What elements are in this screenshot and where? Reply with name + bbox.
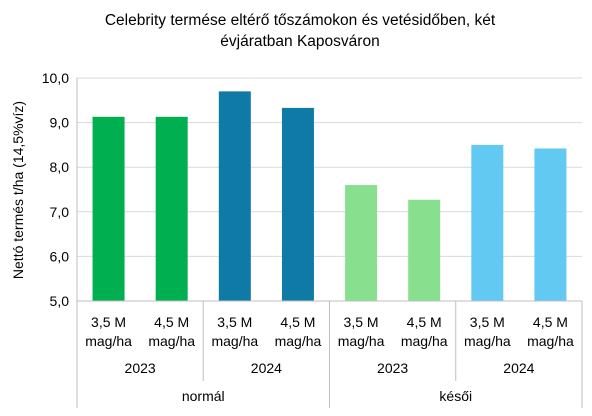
- x-tick-label-density: 3,5 M: [91, 314, 126, 330]
- bar: [534, 148, 567, 301]
- chart-title-line-1: Celebrity termése eltérő tőszámokon és v…: [104, 12, 496, 29]
- x-tick-label-unit: mag/ha: [464, 333, 511, 349]
- x-group-label-year: 2023: [125, 360, 156, 376]
- bar: [92, 116, 125, 301]
- x-tick-label-density: 4,5 M: [280, 314, 315, 330]
- x-tick-label-density: 3,5 M: [217, 314, 252, 330]
- x-tick-label-density: 4,5 M: [533, 314, 568, 330]
- x-tick-label-unit: mag/ha: [148, 333, 195, 349]
- bar: [155, 116, 188, 301]
- x-tick-label-unit: mag/ha: [338, 333, 385, 349]
- x-tick-label-density: 4,5 M: [407, 314, 442, 330]
- bars: [92, 91, 567, 301]
- bar: [471, 144, 504, 301]
- x-tick-label-unit: mag/ha: [85, 333, 132, 349]
- bar: [218, 91, 251, 301]
- chart-title-line-2: évjáratban Kaposváron: [220, 33, 380, 50]
- y-tick-label: 7,0: [50, 204, 70, 220]
- x-tick-label-unit: mag/ha: [401, 333, 448, 349]
- x-tick-label-unit: mag/ha: [211, 333, 258, 349]
- y-axis-title: Nettó termés t/ha (14,5%víz): [10, 101, 26, 279]
- x-group-label-year: 2024: [251, 360, 282, 376]
- bar: [408, 199, 441, 301]
- y-tick-label: 9,0: [50, 115, 70, 131]
- bar: [345, 185, 378, 301]
- chart-title: Celebrity termése eltérő tőszámokon és v…: [40, 10, 560, 52]
- bar: [281, 107, 314, 301]
- x-group-label-year: 2024: [503, 360, 534, 376]
- x-tick-label-unit: mag/ha: [275, 333, 322, 349]
- gridlines: [77, 77, 582, 257]
- x-tick-label-density: 3,5 M: [344, 314, 379, 330]
- x-tick-label-unit: mag/ha: [527, 333, 574, 349]
- x-group-label-year: 2023: [377, 360, 408, 376]
- y-tick-label: 10,0: [42, 70, 69, 86]
- y-tick-label: 6,0: [50, 248, 70, 264]
- axes: [76, 78, 583, 408]
- y-tick-label: 5,0: [50, 293, 70, 309]
- x-tick-label-density: 4,5 M: [154, 314, 189, 330]
- x-group-label-sowing-time: késői: [439, 388, 472, 404]
- x-group-label-sowing-time: normál: [182, 388, 225, 404]
- y-tick-label: 8,0: [50, 159, 70, 175]
- x-tick-label-density: 3,5 M: [470, 314, 505, 330]
- axis-labels: 5,0 6,0 7,0 8,0 9,0 10,0 3,5 M mag/ha 4,5 M mag/h…: [42, 70, 574, 404]
